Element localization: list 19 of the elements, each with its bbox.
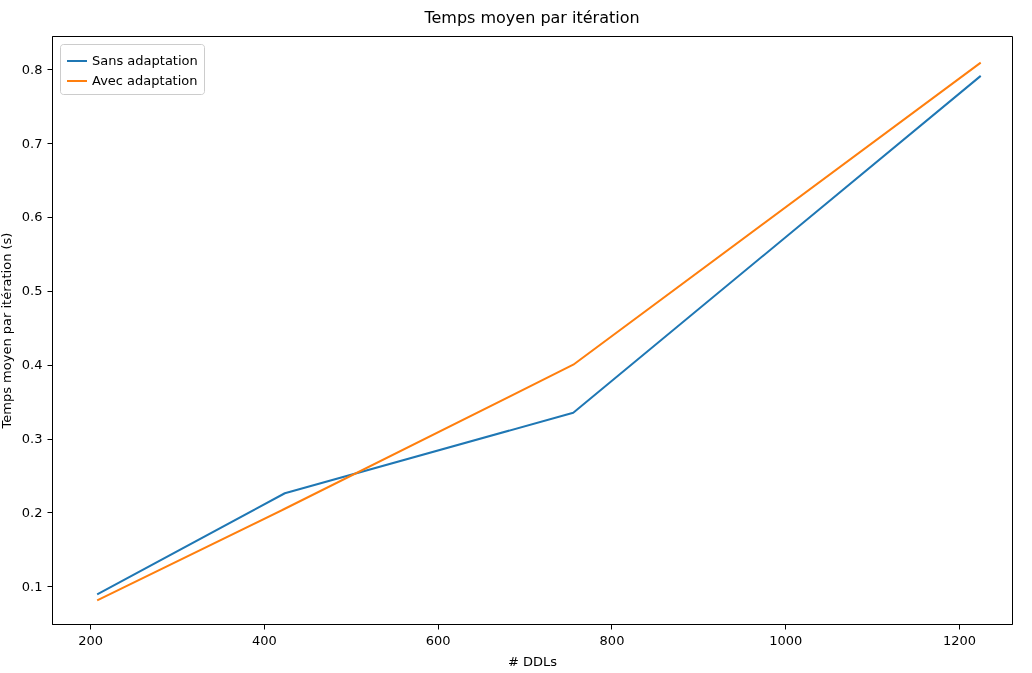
x-tick-label: 1200 [942, 632, 977, 648]
y-axis-title: Temps moyen par itération (s) [0, 232, 14, 430]
y-tick-label: 0.8 [21, 61, 43, 77]
legend-label: Avec adaptation [92, 73, 198, 88]
x-tick-label: 1000 [769, 632, 803, 648]
y-tick-label: 0.2 [21, 504, 43, 520]
x-tick-label: 200 [78, 632, 104, 648]
x-tick-label: 800 [599, 632, 625, 648]
legend-label: Sans adaptation [92, 53, 198, 68]
y-tick-label: 0.5 [21, 283, 43, 299]
x-tick-label: 400 [252, 632, 277, 648]
y-tick-label: 0.1 [21, 578, 43, 594]
x-tick-label: 600 [425, 632, 451, 648]
y-tick-label: 0.3 [21, 431, 43, 447]
y-tick-label: 0.7 [21, 135, 43, 151]
x-axis-title: # DDLs [507, 653, 558, 669]
y-tick-label: 0.4 [21, 357, 43, 373]
chart-title: Temps moyen par itération [423, 8, 640, 27]
y-tick-label: 0.6 [21, 209, 43, 225]
